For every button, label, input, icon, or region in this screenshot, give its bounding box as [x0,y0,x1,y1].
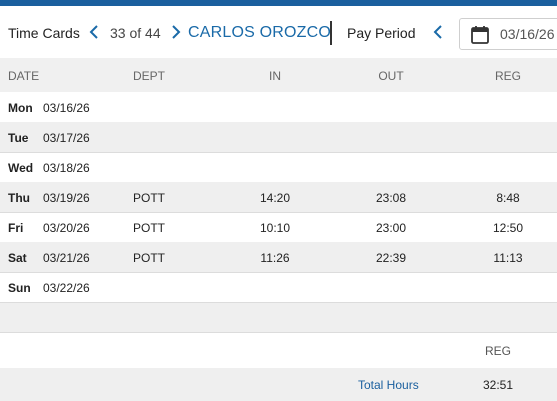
top-accent-bar [0,0,557,6]
total-hours-row: Total Hours 32:51 [0,368,557,401]
day-cell: Sun [8,281,31,295]
date-cell: 03/22/26 [43,281,90,295]
reg-cell: 12:50 [492,221,524,235]
chevron-left-icon [433,25,442,39]
chevron-right-icon [172,25,181,39]
dept-cell: POTT [133,221,165,235]
prev-employee-button[interactable] [85,21,103,43]
date-cell: 03/16/26 [43,101,90,115]
table-row[interactable]: Thu 03/19/26 POTT 14:20 23:08 8:48 [0,182,557,213]
day-cell: Fri [8,221,24,235]
table-row[interactable]: Sun 03/22/26 [0,272,557,303]
total-hours-value: 32:51 [482,378,514,392]
in-cell: 10:10 [259,221,291,235]
next-employee-button[interactable] [167,21,185,43]
date-cell: 03/17/26 [43,131,90,145]
col-out: OUT [378,69,404,83]
in-cell: 14:20 [259,191,291,205]
out-cell: 22:39 [375,251,407,265]
table-row[interactable]: Fri 03/20/26 POTT 10:10 23:00 12:50 [0,212,557,243]
date-cell: 03/21/26 [43,251,90,265]
summary-header: REG [0,333,557,368]
date-cell: 03/19/26 [43,191,90,205]
pay-period-label: Pay Period [347,25,416,41]
day-cell: Mon [8,101,33,115]
col-dept: DEPT [133,69,166,83]
record-counter: 33 of 44 [110,25,161,41]
table-row[interactable]: Tue 03/17/26 [0,122,557,153]
day-cell: Sat [8,251,27,265]
date-value: 03/16/26 [500,26,555,42]
reg-cell: 11:13 [493,251,523,265]
dept-cell: POTT [133,251,165,265]
reg-cell: 8:48 [496,191,520,205]
day-cell: Tue [8,131,29,145]
date-cell: 03/20/26 [43,221,90,235]
table-row[interactable]: Wed 03/18/26 [0,152,557,183]
col-in: IN [269,69,281,83]
total-hours-label: Total Hours [358,378,419,392]
out-cell: 23:00 [375,221,407,235]
page-title: Time Cards [8,25,80,41]
table-header: DATE DEPT IN OUT REG [0,58,557,92]
table-row[interactable]: Mon 03/16/26 [0,92,557,123]
divider [330,21,332,45]
summary-reg-header: REG [484,344,511,358]
col-date: DATE [8,69,40,83]
spacer-row [0,303,557,333]
prev-pay-period-button[interactable] [429,21,447,43]
toolbar: Time Cards 33 of 44 CARLOS OROZCO Pay Pe… [0,6,557,58]
dept-cell: POTT [133,191,165,205]
col-reg: REG [494,69,521,83]
day-cell: Thu [8,191,30,205]
date-cell: 03/18/26 [43,161,90,175]
in-cell: 11:26 [260,251,290,265]
calendar-icon [471,26,489,44]
chevron-left-icon [89,25,98,39]
day-cell: Wed [8,161,34,175]
out-cell: 23:08 [375,191,407,205]
pay-period-date-picker[interactable]: 03/16/26 [459,18,557,50]
table-row[interactable]: Sat 03/21/26 POTT 11:26 22:39 11:13 [0,242,557,273]
employee-name[interactable]: CARLOS OROZCO [188,24,332,41]
